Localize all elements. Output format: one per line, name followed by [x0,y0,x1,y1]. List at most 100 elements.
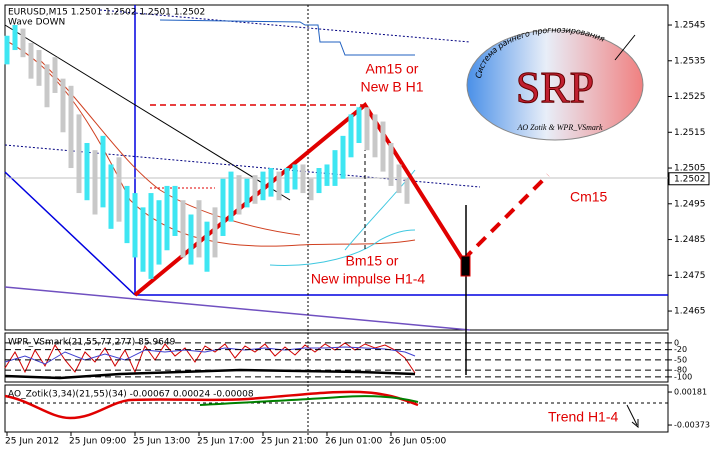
price-bar [332,150,338,186]
price-bar [148,193,154,279]
price-bar [356,107,362,144]
y-tick-label: -0.00373 [674,421,710,430]
x-tick-label: 25 Jun 2012 [5,437,59,447]
price-bar [228,171,234,222]
annotation: Am15 or [366,61,419,77]
price-bar [212,207,218,258]
annotation: Trend H1-4 [548,409,619,425]
price-bar [60,78,66,133]
logo-credit: AO Zotik & WPR_VSmark [516,123,603,132]
annotation: Bm15 or [346,253,399,269]
y-tick-label: 1.2545 [674,21,706,31]
y-tick-label: 1.2515 [674,128,706,138]
price-bar [108,164,114,229]
price-bar [180,200,186,258]
trend-arrow [626,404,638,426]
annotation: Cm15 [570,189,608,205]
price-bar [404,178,410,204]
price-bar [196,200,202,258]
price-bar [68,85,74,169]
price-bar [164,185,170,251]
price-bar [308,178,314,201]
last-price-label: 1.2502 [674,174,706,184]
price-bar [204,221,210,272]
price-bar [260,171,266,201]
price-bar [100,135,106,208]
x-tick-label: 25 Jun 13:00 [133,437,190,447]
y-tick-label: -50 [674,355,687,364]
y-tick-label: 1.2525 [674,92,706,102]
price-bar [124,185,130,244]
price-bar [76,114,82,194]
chart-subtitle: Wave DOWN [8,18,65,28]
price-bar [380,121,386,172]
ao-red [4,390,419,420]
ma-cyan [269,229,416,266]
main-panel [4,4,669,331]
price-bar [276,171,282,201]
annotation: New B H1 [360,79,423,95]
ma-red-2 [39,59,301,236]
price-bar [364,107,370,151]
price-bar [132,193,138,258]
purple-line [4,286,471,331]
logo-arrow [614,34,636,61]
price-bar [324,164,330,186]
price-bar [236,175,242,215]
price-bar [20,28,26,58]
price-bar [28,42,34,79]
price-bar [340,135,346,179]
zigzag-projection [461,173,550,262]
last-price-box [668,172,710,186]
step-line [159,19,415,56]
price-bar [52,57,58,93]
zigzag [133,102,465,297]
price-bar [388,143,394,186]
ma-red [4,39,416,247]
dotted-trend-top [99,9,471,43]
price-bar [44,64,50,108]
annotation: New impulse H1-4 [311,271,426,287]
logo-name: SRP [516,63,594,112]
price-bar [140,207,146,272]
wpr-panel [4,332,669,383]
candle-body [460,255,471,277]
price-bar [172,185,178,236]
wpr-red [4,342,416,374]
x-tick-label: 26 Jun 01:00 [325,437,382,447]
x-tick-label: 26 Jun 05:00 [389,437,446,447]
price-bar [396,164,402,194]
y-tick-label: 1.2465 [674,307,706,317]
y-tick-label: -20 [674,345,687,354]
x-tick-label: 25 Jun 17:00 [197,437,254,447]
price-bar [84,143,90,201]
price-bar [348,114,354,158]
price-bar [316,168,322,194]
price-bar [292,164,298,190]
ma-cyan-2 [344,169,416,251]
price-bar [220,178,226,236]
x-tick-label: 25 Jun 09:00 [69,437,126,447]
y-tick-label: 1.2475 [674,271,706,281]
y-tick-label: 0.00181 [674,388,707,397]
y-tick-label: -100 [674,372,692,381]
logo-ellipse [466,29,644,141]
y-tick-label: 1.2485 [674,235,706,245]
blue-diagonal [4,171,136,296]
y-tick-label: 1.2495 [674,199,706,209]
ao-panel [4,384,669,433]
price-bar [36,50,42,86]
wpr-title: WPR_VSmark(21,55,77,277) 85.9649 [8,338,176,348]
price-bar [284,168,290,194]
price-bar [252,175,258,204]
ao-green [199,395,419,406]
y-tick-label: 1.2505 [674,164,706,174]
ao-title: AO_Zotik(3,34)(21,55)(34) -0.00067 0.000… [8,390,254,400]
y-tick-label: 0 [674,338,679,347]
trend-arrowhead [631,419,639,429]
price-bar [268,168,274,197]
price-bar [12,25,18,51]
x-tick-label: 25 Jun 21:00 [261,437,318,447]
y-tick-label: -80 [674,366,687,375]
